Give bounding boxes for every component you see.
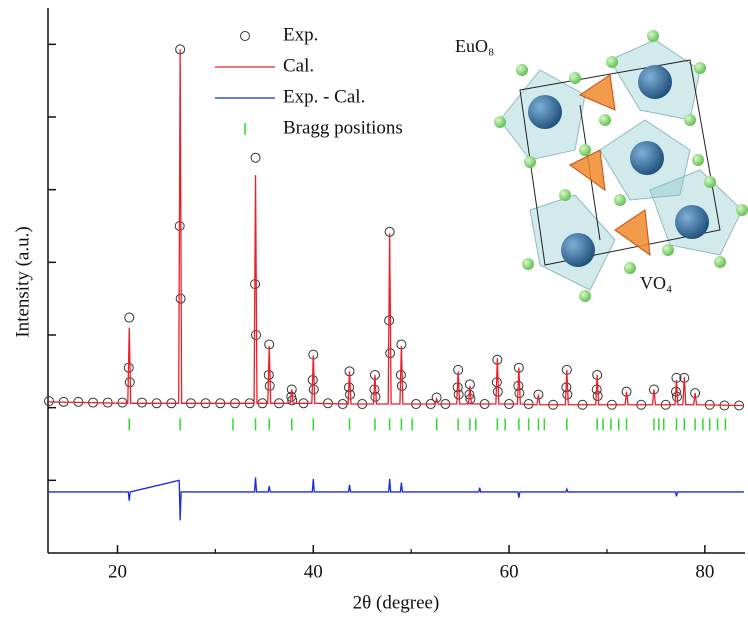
legend-label: Exp. - Cal.	[283, 86, 365, 107]
x-tick-label: 60	[500, 561, 519, 582]
exp-point	[125, 313, 134, 322]
y-axis-label: Intensity (a.u.)	[12, 226, 33, 337]
legend-label: Cal.	[283, 55, 314, 76]
x-axis-label: 2θ (degree)	[353, 592, 440, 613]
x-tick-label: 20	[108, 561, 127, 582]
line	[49, 477, 744, 520]
annotation: EuO₈	[455, 36, 494, 56]
exp-point	[251, 153, 260, 162]
x-tick-label: 80	[695, 561, 714, 582]
chart: EuO₈ VO₄ 2θ (degree) Intensity (a.u.) 20…	[0, 0, 748, 620]
annotation: VO₄	[640, 273, 672, 293]
legend-label: Exp.	[283, 24, 318, 45]
exp-point	[44, 397, 53, 406]
legend-label: Bragg positions	[283, 117, 403, 138]
exp-point	[137, 398, 146, 407]
legend-marker	[241, 32, 250, 41]
x-tick-label: 40	[304, 561, 323, 582]
crystal-structure	[494, 30, 748, 302]
